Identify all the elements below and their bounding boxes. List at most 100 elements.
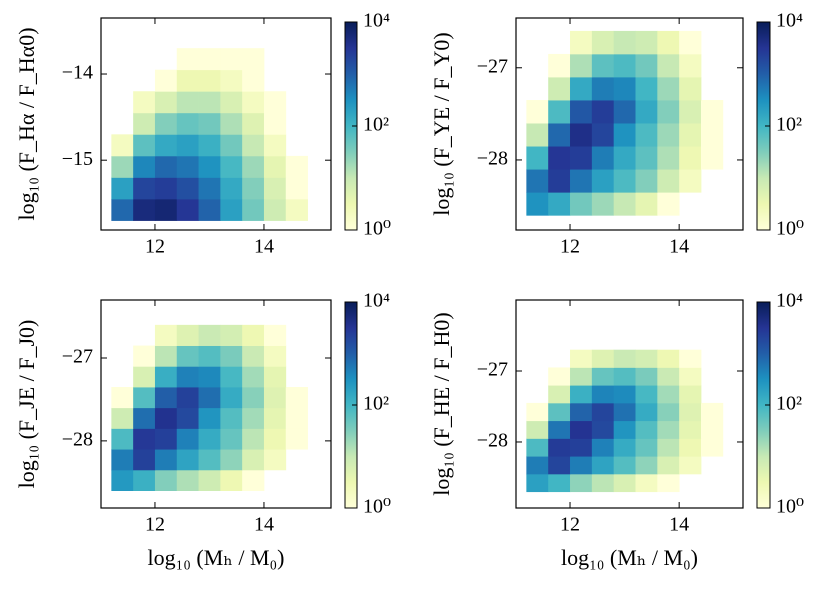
bin [263,112,287,135]
bin [657,349,680,368]
bin [176,177,199,200]
bin [570,123,593,147]
bin [679,385,702,404]
bin [220,112,243,135]
bin [548,367,571,386]
bin [613,100,636,124]
bin [154,387,178,409]
x-tick-label: 12 [145,514,165,536]
bin [242,449,265,471]
bin [242,428,265,450]
colorbar-tick-label: 10² [363,114,389,136]
bin [198,449,221,471]
bin [263,134,287,157]
bin [133,134,156,157]
colorbar-tick-label: 10⁴ [363,10,390,32]
axes-frame [515,17,744,231]
x-tick-label: 14 [669,514,689,536]
bin [570,53,593,78]
bin [154,91,178,114]
bin [635,367,658,386]
bin [679,456,702,475]
bin [176,48,199,71]
bin [591,438,615,457]
bin [263,449,287,471]
bin [133,198,156,221]
bin [613,367,636,386]
bin [242,324,265,346]
bin [154,177,178,200]
bin [548,76,571,101]
bin [613,146,636,170]
bin [591,385,615,404]
bin [591,367,615,386]
bin [242,91,265,114]
bin [242,69,265,92]
bin [635,169,658,193]
bin [111,155,134,178]
bin [220,198,243,221]
y-axis-label: log₁₀ (F_Hα / F_Hα0) [14,27,39,220]
bin [635,146,658,170]
bin [679,169,702,193]
bin [591,76,615,101]
bin [613,402,636,422]
colorbar-tick-label: 10⁴ [776,10,803,32]
bin [700,402,724,422]
bin [613,349,636,368]
bin [285,177,308,200]
bin [242,407,265,429]
bin [613,438,636,457]
bin [635,76,658,101]
bin [570,76,593,101]
bin [220,387,243,409]
bin [198,155,221,178]
colorbar-tick-label: 10⁰ [363,496,391,518]
bin [154,134,178,157]
bin [198,366,221,388]
bin [242,134,265,157]
bin [679,100,702,124]
bin [548,438,571,457]
bin [635,100,658,124]
bin [548,53,571,78]
bin [220,324,243,346]
bin [526,100,549,124]
bin [679,349,702,368]
bin [613,30,636,55]
bin [198,407,221,429]
bin [242,48,265,71]
colorbar-tick-label: 10⁴ [363,290,390,312]
bin [591,349,615,368]
bin [570,349,593,368]
bin [263,387,287,409]
bin [220,449,243,471]
bin [285,155,308,178]
axes-frame [100,299,332,509]
colorbar-tick-label: 10⁰ [776,496,804,518]
bin [285,428,308,450]
bin [570,438,593,457]
bin [176,449,199,471]
colorbar-tick-label: 10² [363,393,389,415]
colorbar-tick-label: 10² [776,393,802,415]
bin [154,366,178,388]
bin [154,69,178,92]
bin [198,387,221,409]
bin [657,123,680,147]
bin [570,385,593,404]
bin [198,48,221,71]
bin [263,324,287,346]
bin [198,469,221,491]
bin [657,30,680,55]
bin [220,366,243,388]
bin [613,53,636,78]
bin [613,420,636,439]
bin [635,438,658,457]
bin [133,366,156,388]
bin [635,385,658,404]
bin [635,402,658,422]
bin [548,402,571,422]
bin [679,53,702,78]
bin [657,367,680,386]
